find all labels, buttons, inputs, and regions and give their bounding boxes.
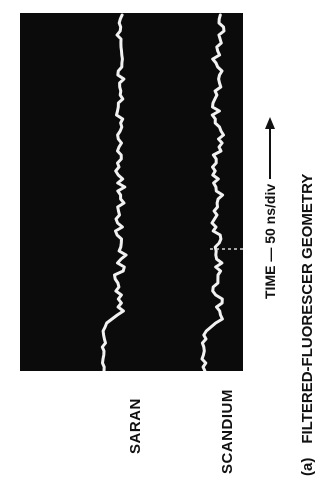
figure-caption: (a) FILTERED-FLUORESCER GEOMETRY	[299, 173, 316, 476]
saran-label: SARAN	[127, 398, 144, 454]
saran-trace	[100, 13, 128, 371]
caption-text: FILTERED-FLUORESCER GEOMETRY	[299, 173, 316, 444]
time-axis-label: TIME — 50 ns/div	[262, 117, 278, 299]
scandium-trace	[200, 13, 226, 371]
panel-label: (a)	[299, 457, 316, 476]
oscilloscope-trace-image	[20, 13, 243, 371]
time-arrow-icon	[265, 117, 275, 179]
scandium-label: SCANDIUM	[219, 389, 236, 474]
time-axis-text: TIME — 50 ns/div	[262, 183, 278, 299]
